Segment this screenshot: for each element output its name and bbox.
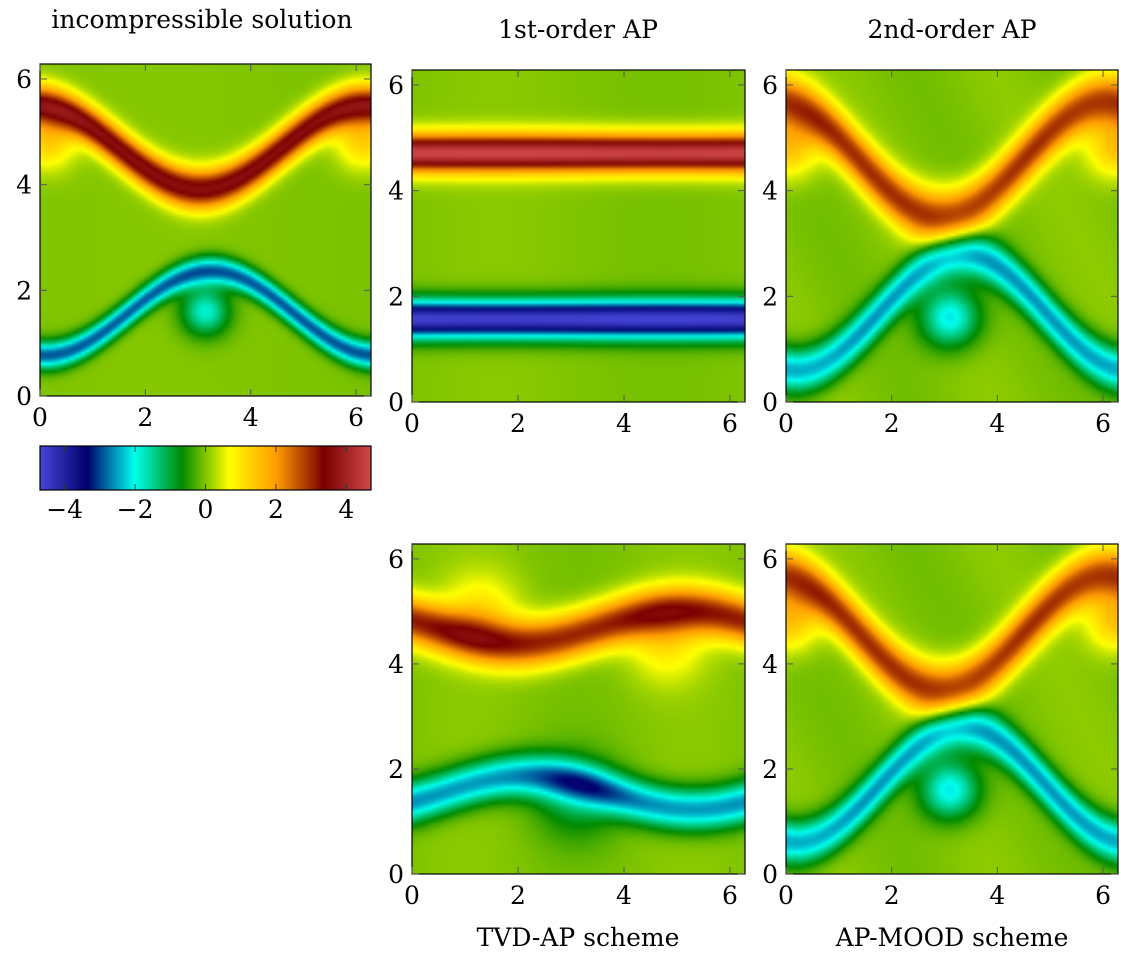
- heatmap-panel-2nd-order: 0 2 4 6 0 2 4 6: [762, 69, 1119, 438]
- x-tick-label: 4: [989, 409, 1005, 438]
- colorbar-tick-label: −4: [46, 495, 83, 524]
- y-tick-label: 0: [16, 382, 32, 411]
- panel-title-incompressible: incompressible solution: [51, 5, 352, 34]
- x-tick-label: 0: [404, 881, 420, 910]
- heatmap-panel-ap-mood: 0 2 4 6 0 2 4 6: [762, 543, 1119, 910]
- x-tick-label: 0: [778, 881, 794, 910]
- x-tick-label: 2: [137, 403, 153, 432]
- x-tick-label: 0: [778, 409, 794, 438]
- panel-title-2nd-order: 2nd-order AP: [867, 15, 1036, 44]
- colorbar-tick-label: −2: [117, 495, 154, 524]
- colorbar-gradient: [39, 445, 372, 491]
- x-tick-label: 4: [616, 881, 632, 910]
- y-tick-label: 0: [388, 388, 404, 417]
- y-tick-label: 6: [762, 71, 778, 100]
- heatmap-panel-incompressible: 0 2 4 6 0 2 4 6: [16, 63, 372, 432]
- x-tick-label: 4: [243, 403, 259, 432]
- y-tick-label: 6: [388, 545, 404, 574]
- heatmap-panel-tvd-ap: 0 2 4 6 0 2 4 6: [388, 543, 746, 910]
- y-tick-label: 2: [16, 276, 32, 305]
- y-tick-label: 6: [388, 71, 404, 100]
- plot-frame: [411, 543, 746, 875]
- plot-frame: [411, 69, 746, 403]
- y-tick-label: 2: [762, 282, 778, 311]
- x-tick-label: 2: [884, 409, 900, 438]
- heatmap-image: [40, 64, 371, 396]
- x-tick-label: 6: [348, 403, 364, 432]
- plot-frame: [39, 63, 372, 397]
- heatmap-image: [412, 544, 745, 874]
- plot-frame: [785, 69, 1119, 403]
- y-tick-label: 6: [762, 545, 778, 574]
- y-tick-label: 0: [388, 860, 404, 889]
- y-tick-label: 0: [762, 388, 778, 417]
- heatmap-image: [786, 544, 1118, 874]
- y-tick-label: 4: [762, 650, 778, 679]
- panel-caption-ap-mood: AP-MOOD scheme: [835, 923, 1069, 952]
- heatmap-panel-1st-order: 0 2 4 6 0 2 4 6: [388, 69, 746, 438]
- x-tick-label: 2: [510, 409, 526, 438]
- x-tick-label: 4: [616, 409, 632, 438]
- colorbar-tick-label: 4: [338, 495, 354, 524]
- x-tick-label: 2: [510, 881, 526, 910]
- panel-title-1st-order: 1st-order AP: [498, 15, 658, 44]
- colorbar-tick-label: 2: [268, 495, 284, 524]
- heatmap-image: [786, 70, 1118, 402]
- y-tick-label: 4: [388, 177, 404, 206]
- y-tick-label: 2: [762, 755, 778, 784]
- y-tick-label: 0: [762, 860, 778, 889]
- x-tick-label: 6: [722, 409, 738, 438]
- y-tick-label: 4: [388, 650, 404, 679]
- heatmap-image: [412, 70, 745, 402]
- y-tick-label: 4: [16, 171, 32, 200]
- x-tick-label: 2: [884, 881, 900, 910]
- x-tick-label: 6: [1095, 881, 1111, 910]
- x-tick-label: 6: [722, 881, 738, 910]
- x-tick-label: 4: [989, 881, 1005, 910]
- y-tick-label: 6: [16, 65, 32, 94]
- plot-frame: [785, 543, 1119, 875]
- x-tick-label: 0: [32, 403, 48, 432]
- y-tick-label: 2: [388, 755, 404, 784]
- colorbar-tick-label: 0: [198, 495, 214, 524]
- x-tick-label: 0: [404, 409, 420, 438]
- x-tick-label: 6: [1095, 409, 1111, 438]
- y-tick-label: 4: [762, 177, 778, 206]
- panel-caption-tvd-ap: TVD-AP scheme: [477, 923, 680, 952]
- y-tick-label: 2: [388, 282, 404, 311]
- colorbar: −4 −2 0 2 4: [39, 445, 372, 524]
